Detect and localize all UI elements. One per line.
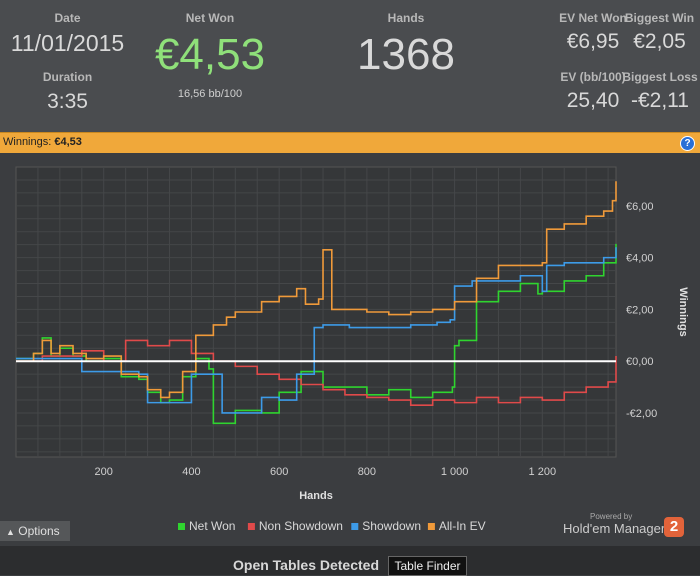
legend-swatch [351,523,359,530]
legend-entry: Net Won [189,519,235,533]
chevron-up-icon: ▲ [6,527,15,537]
help-icon[interactable]: ? [680,136,695,151]
options-button[interactable]: ▲ Options [0,521,70,541]
winnings-value: €4,53 [54,136,82,148]
stats-panel: Date 11/01/2015 Duration 3:35 Net Won €4… [0,0,700,132]
duration-value: 3:35 [47,90,88,113]
biggestloss-value: -€2,11 [631,89,689,112]
series-line-showdown [16,247,617,414]
biggestwin-value: €2,05 [633,30,686,53]
winnings-bar: Winnings: €4,53 ? [0,132,700,153]
table-finder-button[interactable]: Table Finder [388,556,467,576]
winnings-label-group: Winnings: €4,53 [3,136,82,148]
series-line-all-in-ev [16,181,617,399]
series-line-non-showdown [16,339,617,407]
y-tick-label: €0,00 [626,356,654,368]
evnet-label: EV Net Won [559,11,627,25]
legend-swatch [427,523,435,530]
biggestwin-label: Biggest Win [624,11,695,25]
x-tick-label: 1 000 [441,466,469,478]
netwon-value: €4,53 [154,30,266,79]
hands-label: Hands [387,11,425,25]
x-tick-label: 200 [95,466,113,478]
legend-swatch [178,523,185,530]
evbb-label: EV (bb/100) [560,70,626,84]
bb100-value: 16,56 bb/100 [177,88,243,100]
y-tick-label: €6,00 [626,201,654,213]
hands-value: 1368 [357,30,455,79]
legend-entry: All-In EV [439,519,486,533]
y-tick-label: €4,00 [626,253,654,265]
chart-area: 200 400 600 800 1 000 1 200 -€2,00 €0,00 €2,00 €4… [0,153,700,543]
options-label: Options [18,524,60,538]
legend-entry: Non Showdown [259,519,343,533]
evnet-value: €6,95 [566,30,620,53]
x-tick-label: 400 [182,466,200,478]
legend-swatch [247,523,255,530]
winnings-chart: 200 400 600 800 1 000 1 200 -€2,00 €0,00 €2,00 €4… [15,166,689,533]
hm2-logo-icon: 2 [664,517,684,537]
date-label: Date [54,11,81,25]
duration-label: Duration [42,70,93,84]
netwon-label: Net Won [185,11,235,25]
powered-by-label: Powered by [590,512,633,521]
x-tick-label: 1 200 [529,466,557,478]
y-tick-label: -€2,00 [626,408,657,420]
y-tick-label: €2,00 [626,304,654,316]
x-tick-label: 800 [358,466,376,478]
biggestloss-label: Biggest Loss [622,70,698,84]
legend-entry: Showdown [362,519,421,533]
x-axis-label: Hands [299,490,333,502]
winnings-label: Winnings: [3,136,52,148]
open-tables-label: Open Tables Detected [233,557,380,573]
plot-background [15,166,617,458]
evbb-value: 25,40 [566,89,620,112]
bottom-bar [0,546,700,575]
x-tick-label: 600 [270,466,288,478]
y-axis-label: Winnings [677,287,689,336]
date-value: 11/01/2015 [10,30,125,56]
brand-label: Hold'em Manager [563,521,666,536]
